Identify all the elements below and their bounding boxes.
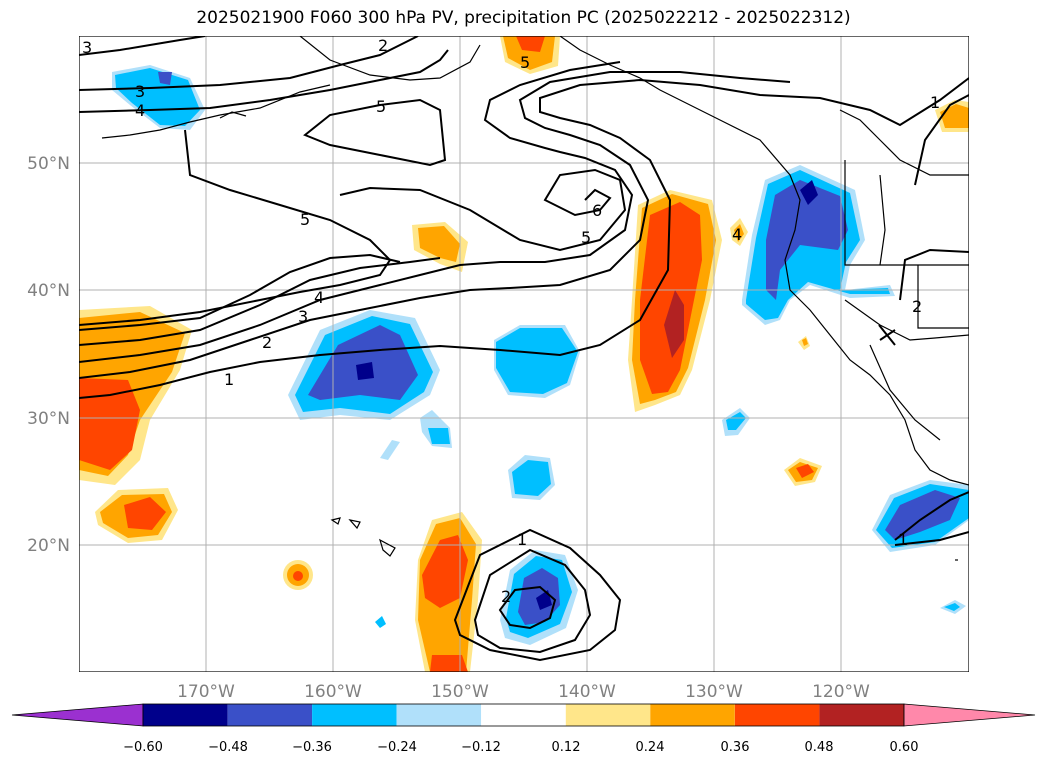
colorbar-tick-label: 0.48 — [805, 740, 834, 755]
contour-label: 3 — [82, 38, 92, 57]
colorbar-tick-label: 0.60 — [890, 740, 919, 755]
contour-label: 1 — [517, 530, 527, 549]
colorbar-swatch — [396, 704, 482, 726]
colorbar-swatch — [143, 704, 228, 726]
colorbar-ticks: −0.60 −0.48 −0.36 −0.24 −0.12 0.12 0.24 … — [123, 740, 918, 755]
contour-label: 1 — [224, 370, 234, 389]
colorbar-tick-label: −0.60 — [123, 740, 163, 755]
longitude-labels: 170°W 160°W 150°W 140°W 130°W 120°W — [177, 682, 870, 702]
lon-label: 160°W — [304, 682, 362, 702]
colorbar-tick-label: 0.12 — [552, 740, 581, 755]
colorbar-tick-label: 0.24 — [636, 740, 665, 755]
pv-contour-labels: 3 2 3 4 5 5 5 4 3 2 1 6 5 4 1 2 1 1 2 — [82, 36, 940, 606]
contour-label: 2 — [262, 333, 272, 352]
colorbar-tick-label: 0.36 — [721, 740, 750, 755]
pv-contours — [79, 36, 969, 662]
lon-label: 130°W — [685, 682, 743, 702]
contour-label: 2 — [501, 587, 511, 606]
lat-label: 30°N — [27, 409, 70, 429]
map-panel: 3 2 3 4 5 5 5 4 3 2 1 6 5 4 1 2 1 1 2 — [79, 36, 969, 672]
contour-label: 5 — [520, 53, 530, 72]
map-title: 2025021900 F060 300 hPa PV, precipitatio… — [196, 8, 851, 28]
lon-label: 140°W — [558, 682, 616, 702]
contour-label: 1 — [930, 93, 940, 112]
colorbar-swatch — [565, 704, 651, 726]
lat-label: 50°N — [27, 154, 70, 174]
contour-label: 4 — [314, 288, 324, 307]
lon-label: 170°W — [177, 682, 235, 702]
contour-label: 2 — [912, 297, 922, 316]
lon-label: 120°W — [812, 682, 870, 702]
colorbar-extend-high — [903, 703, 1036, 727]
coastlines — [101, 36, 969, 561]
latitude-labels: 50°N 40°N 30°N 20°N — [27, 154, 70, 556]
contour-label: 3 — [135, 82, 145, 101]
contour-label: 1 — [898, 530, 908, 549]
lat-label: 20°N — [27, 536, 70, 556]
colorbar-tick-label: −0.12 — [461, 740, 501, 755]
colorbar-swatch — [312, 704, 397, 726]
lat-label: 40°N — [27, 281, 70, 301]
colorbar-tick-label: −0.48 — [208, 740, 248, 755]
contour-label: 5 — [581, 228, 591, 247]
contour-label: 3 — [298, 307, 308, 326]
gridlines — [79, 36, 969, 672]
colorbar-tick-label: −0.36 — [292, 740, 332, 755]
colorbar — [11, 703, 1036, 727]
colorbar-swatch — [650, 704, 735, 726]
colorbar-swatch — [734, 704, 820, 726]
contour-label: 6 — [592, 201, 602, 220]
contour-label: 5 — [300, 210, 310, 229]
contour-label: 4 — [135, 101, 145, 120]
contour-label: 4 — [732, 225, 742, 244]
colorbar-swatch — [819, 704, 904, 726]
contour-label: 2 — [378, 36, 388, 55]
colorbar-frame — [142, 703, 905, 727]
lon-label: 150°W — [431, 682, 489, 702]
precip-shading — [79, 36, 969, 672]
contour-label: 5 — [376, 97, 386, 116]
colorbar-tick-label: −0.24 — [377, 740, 417, 755]
colorbar-extend-low — [11, 703, 144, 727]
colorbar-swatch — [481, 704, 566, 726]
colorbar-swatch — [227, 704, 313, 726]
